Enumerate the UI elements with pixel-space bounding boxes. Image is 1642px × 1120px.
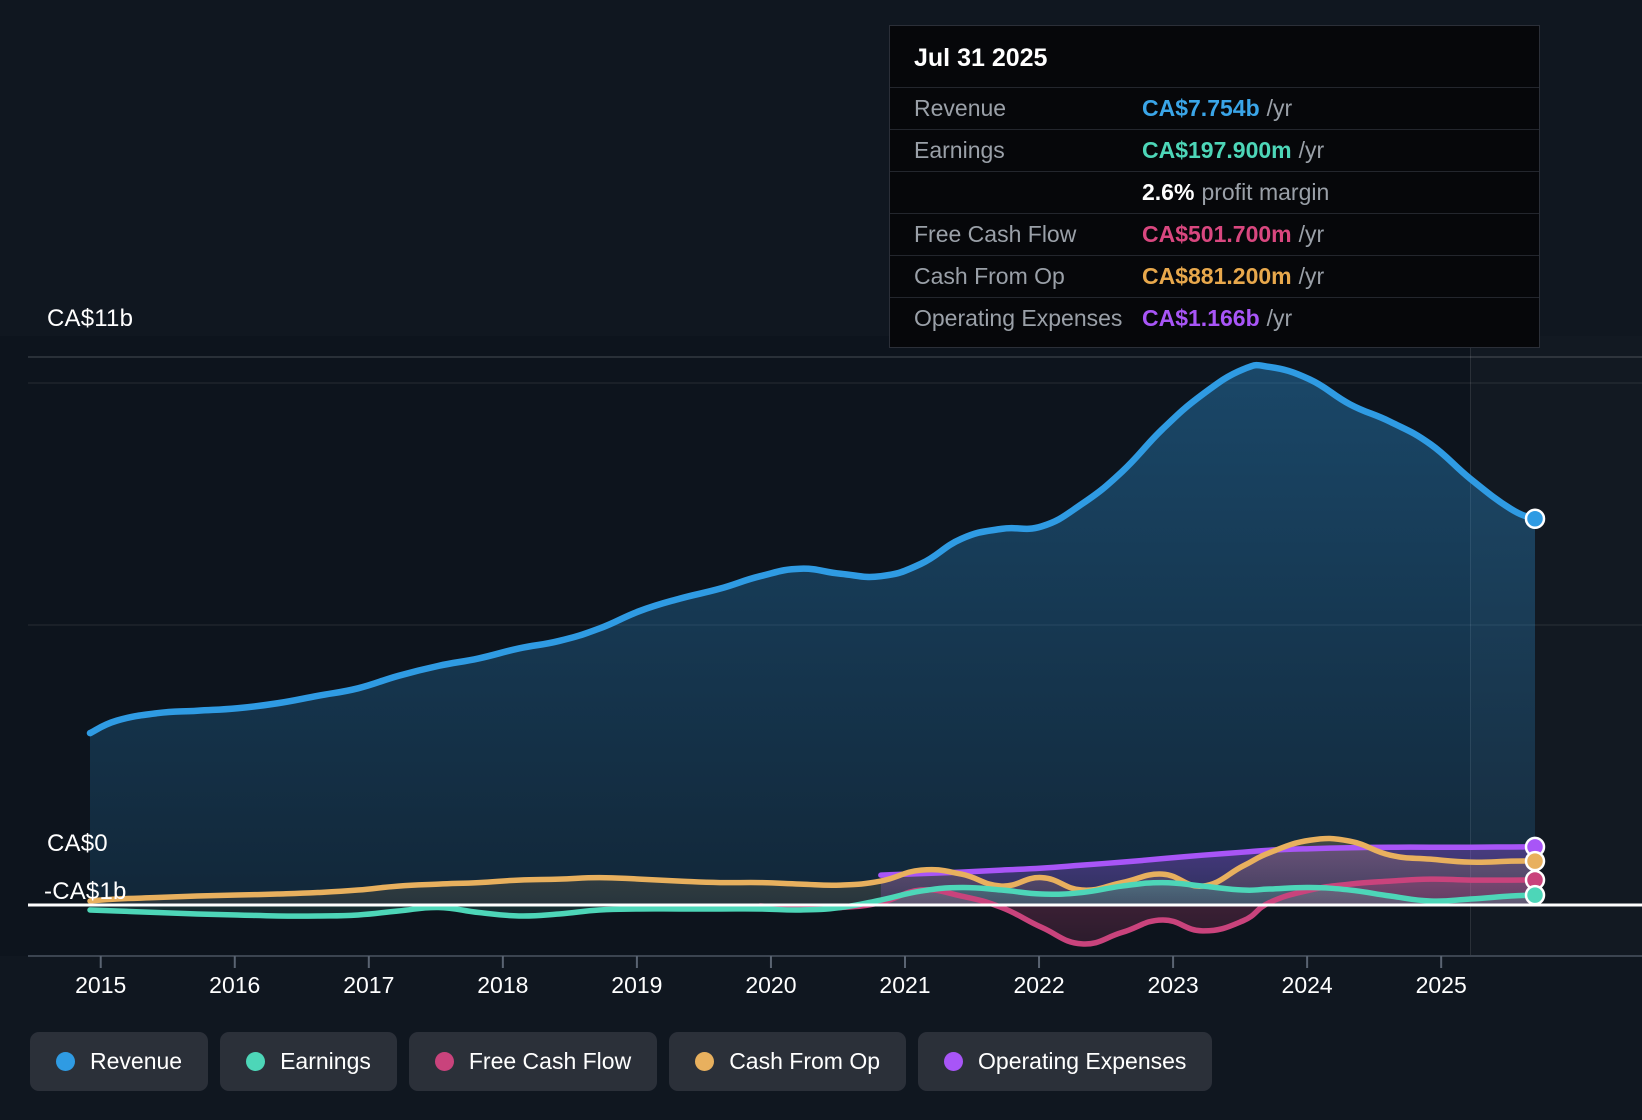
- legend-color-dot-icon: [944, 1052, 964, 1071]
- tooltip-metric-unit: /yr: [1266, 305, 1293, 331]
- tooltip-metric-value: CA$501.700m/yr: [1142, 221, 1325, 247]
- tooltip-metric-label: Operating Expenses: [914, 305, 1123, 331]
- x-axis-label: 2018: [477, 972, 529, 998]
- legend-label: Operating Expenses: [978, 1048, 1187, 1074]
- x-axis-label: 2019: [611, 972, 663, 998]
- tooltip-row: 2.6% profit margin: [890, 171, 1539, 213]
- legend-item-revenue[interactable]: Revenue: [30, 1032, 209, 1091]
- data-tooltip: Jul 31 2025 Revenue CA$7.754b/yr Earnings C…: [889, 25, 1540, 348]
- tooltip-metric-value: CA$881.200m/yr: [1142, 263, 1325, 289]
- legend-label: Free Cash Flow: [468, 1048, 632, 1074]
- tooltip-metric-unit: /yr: [1298, 263, 1325, 289]
- legend-label: Cash From Op: [729, 1048, 881, 1074]
- legend-item-free-cash-flow[interactable]: Free Cash Flow: [408, 1032, 658, 1091]
- y-axis-bottom-label: -CA$1b: [44, 878, 127, 905]
- legend-item-cash-from-op[interactable]: Cash From Op: [669, 1032, 907, 1091]
- x-axis-label: 2020: [745, 972, 797, 998]
- line-revenue: [86, 361, 1539, 737]
- tooltip-metric-unit: profit margin: [1201, 179, 1330, 205]
- tooltip-row: Cash From Op CA$881.200m/yr: [890, 255, 1539, 297]
- legend-color-dot-icon: [56, 1052, 75, 1071]
- tooltip-row: Revenue CA$7.754b/yr: [890, 87, 1539, 129]
- series-endpoints: [1524, 508, 1546, 906]
- y-axis-top-label: CA$11b: [47, 305, 134, 332]
- line-operating-expenses: [878, 844, 1538, 878]
- tooltip-metric-value: CA$7.754b/yr: [1142, 95, 1293, 121]
- endpoint-earnings: [1524, 884, 1546, 906]
- legend-color-dot-icon: [695, 1052, 715, 1071]
- series-areas: [90, 365, 1535, 944]
- tooltip-metric-unit: /yr: [1298, 221, 1325, 247]
- line-earnings: [87, 879, 1538, 919]
- tooltip-metric-unit: /yr: [1266, 95, 1293, 121]
- chart-legend[interactable]: Revenue Earnings Free Cash Flow Cash From O…: [30, 1032, 1213, 1091]
- endpoint-cash-from-op: [1524, 850, 1546, 872]
- tooltip-metric-value: CA$1.166b/yr: [1142, 305, 1293, 331]
- x-axis-label: 2024: [1281, 972, 1333, 998]
- x-axis-label: 2021: [879, 972, 931, 998]
- legend-item-operating-expenses[interactable]: Operating Expenses: [918, 1032, 1213, 1091]
- legend-color-dot-icon: [246, 1052, 266, 1071]
- legend-label: Revenue: [90, 1048, 183, 1074]
- legend-label: Earnings: [280, 1048, 371, 1074]
- tooltip-metric-value: CA$197.900m/yr: [1142, 137, 1325, 163]
- x-axis-label: 2015: [75, 972, 127, 998]
- tooltip-rows: Revenue CA$7.754b/yr Earnings CA$197.900m/y…: [890, 87, 1539, 339]
- x-axis-label: 2016: [209, 972, 261, 998]
- x-axis-ticks: [28, 955, 1642, 968]
- series-lines: [86, 361, 1539, 947]
- tooltip-metric-label: Free Cash Flow: [914, 221, 1077, 247]
- legend-color-dot-icon: [434, 1052, 454, 1071]
- tooltip-metric-label: Earnings: [914, 137, 1005, 163]
- area-revenue: [90, 365, 1535, 905]
- tooltip-row: Operating Expenses CA$1.166b/yr: [890, 297, 1539, 339]
- tooltip-metric-label: Cash From Op: [914, 263, 1065, 289]
- tooltip-date: Jul 31 2025: [914, 44, 1048, 72]
- endpoint-revenue: [1524, 508, 1546, 529]
- tooltip-metric-label: Revenue: [914, 95, 1007, 121]
- legend-item-earnings[interactable]: Earnings: [220, 1032, 397, 1091]
- x-axis-label: 2017: [343, 972, 395, 998]
- tooltip-metric-value: 2.6% profit margin: [1142, 179, 1330, 205]
- line-cash-from-op: [87, 835, 1538, 904]
- y-axis-zero-label: CA$0: [47, 830, 108, 857]
- tooltip-row: Free Cash Flow CA$501.700m/yr: [890, 213, 1539, 255]
- x-axis-label: 2023: [1147, 972, 1199, 998]
- tooltip-metric-unit: /yr: [1298, 137, 1325, 163]
- x-axis-label: 2022: [1013, 972, 1065, 998]
- x-axis-label: 2025: [1415, 972, 1467, 998]
- tooltip-row: Earnings CA$197.900m/yr: [890, 129, 1539, 171]
